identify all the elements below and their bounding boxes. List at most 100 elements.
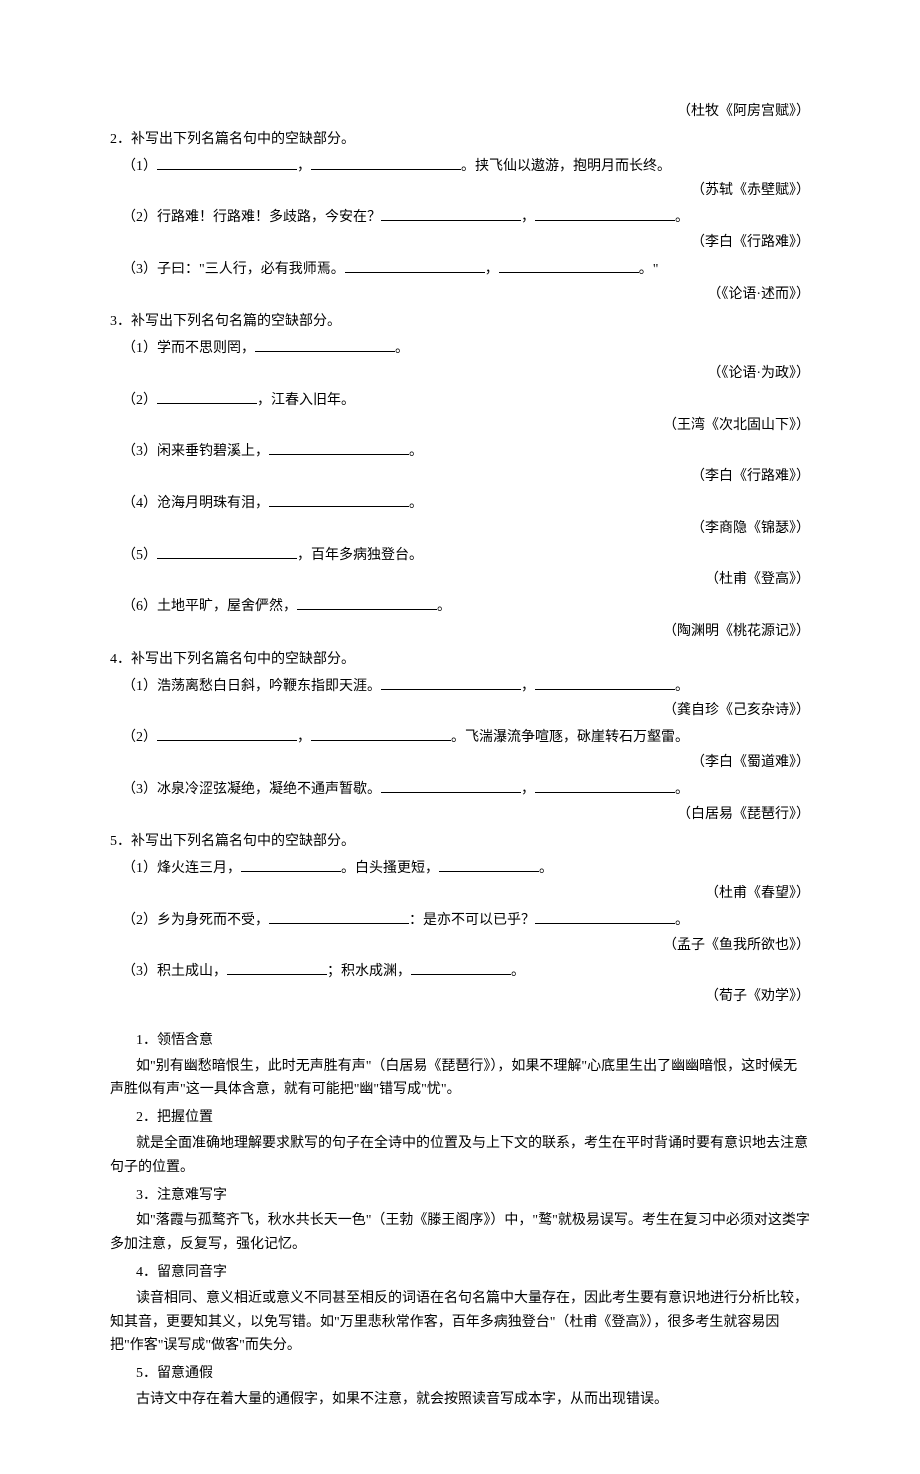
tip2-title: 2．把握位置 xyxy=(110,1106,810,1130)
q5-item-2: （2）乡为身死而不受， ：是亦不可以已乎？ 。 xyxy=(110,908,810,933)
q5-2-after: 。 xyxy=(675,913,689,928)
q5-item-1: （1）烽火连三月， 。白头搔更短， 。 xyxy=(110,856,810,881)
q3-3-prefix: （3）闲来垂钓碧溪上， xyxy=(122,444,269,459)
blank-icon xyxy=(381,777,521,793)
blank-icon xyxy=(227,959,327,975)
q4-1-prefix: （1）浩荡离愁白日斜，吟鞭东指即天涯。 xyxy=(122,679,381,694)
q3-5-after: ，百年多病独登台。 xyxy=(297,548,423,563)
blank-icon xyxy=(535,777,675,793)
q2-1-after: 。挟飞仙以遨游，抱明月而长终。 xyxy=(461,159,671,174)
blank-icon xyxy=(241,856,341,872)
q2-3-mid: ， xyxy=(485,262,499,277)
q3-4-after: 。 xyxy=(409,496,423,511)
blank-icon xyxy=(269,491,409,507)
blank-icon xyxy=(157,543,297,559)
q1-source: （杜牧《阿房宫赋》） xyxy=(110,100,810,124)
q2-3-after: 。" xyxy=(639,262,659,277)
blank-icon xyxy=(381,205,521,221)
blank-icon xyxy=(255,336,395,352)
q4-2-source: （李白《蜀道难》） xyxy=(110,751,810,775)
q3-item-1: （1）学而不思则罔， 。 xyxy=(110,336,810,361)
q2-item-3: （3）子曰："三人行，必有我师焉。 ， 。" xyxy=(110,257,810,282)
q4-item-1: （1）浩荡离愁白日斜，吟鞭东指即天涯。 ， 。 xyxy=(110,674,810,699)
q5-1-after: 。 xyxy=(539,861,553,876)
q3-2-prefix: （2） xyxy=(122,393,157,408)
q2-1-mid: ， xyxy=(297,159,311,174)
tip5-title: 5．留意通假 xyxy=(110,1362,810,1386)
tip4-title: 4．留意同音字 xyxy=(110,1261,810,1285)
q3-2-source: （王湾《次北固山下》） xyxy=(110,414,810,438)
q3-1-after: 。 xyxy=(395,341,409,356)
q3-6-prefix: （6）土地平旷，屋舍俨然， xyxy=(122,599,297,614)
q5-3-prefix: （3）积土成山， xyxy=(122,964,227,979)
q2-item-2: （2）行路难！行路难！多歧路，今安在？ ， 。 xyxy=(110,205,810,230)
blank-icon xyxy=(535,674,675,690)
q2-2-after: 。 xyxy=(675,210,689,225)
q5-1-prefix: （1）烽火连三月， xyxy=(122,861,241,876)
blank-icon xyxy=(535,205,675,221)
q3-item-4: （4）沧海月明珠有泪，。 xyxy=(110,491,810,516)
q3-item-5: （5） ，百年多病独登台。 xyxy=(110,543,810,568)
q3-item-2: （2） ，江春入旧年。 xyxy=(110,388,810,413)
q2-1-source: （苏轼《赤壁赋》） xyxy=(110,179,810,203)
q4-3-source: （白居易《琵琶行》） xyxy=(110,803,810,827)
q4-1-source: （龚自珍《己亥杂诗》） xyxy=(110,699,810,723)
q4-2-prefix: （2） xyxy=(122,730,157,745)
tip4-text: 读音相同、意义相近或意义不同甚至相反的词语在名句名篇中大量存在，因此考生要有意识… xyxy=(110,1287,810,1358)
q4-2-after: 。飞湍瀑流争喧豗，砯崖转石万壑雷。 xyxy=(451,730,689,745)
q4-item-3: （3）冰泉冷涩弦凝绝，凝绝不通声暂歇。 ， 。 xyxy=(110,777,810,802)
blank-icon xyxy=(269,439,409,455)
q2-2-mid: ， xyxy=(521,210,535,225)
q3-1-source: （《论语·为政》） xyxy=(110,362,810,386)
q4-1-mid: ， xyxy=(521,679,535,694)
blank-icon xyxy=(439,856,539,872)
q3-header: 3．补写出下列名句名篇的空缺部分。 xyxy=(110,310,810,334)
tip1-text: 如"别有幽愁暗恨生，此时无声胜有声"（白居易《琵琶行》），如果不理解"心底里生出… xyxy=(110,1055,810,1103)
blank-icon xyxy=(157,154,297,170)
tip3-text: 如"落霞与孤鹜齐飞，秋水共长天一色"（王勃《滕王阁序》）中，"鹜"就极易误写。考… xyxy=(110,1209,810,1257)
q3-2-after: ，江春入旧年。 xyxy=(257,393,355,408)
q4-item-2: （2） ， 。飞湍瀑流争喧豗，砯崖转石万壑雷。 xyxy=(110,725,810,750)
q5-2-source: （孟子《鱼我所欲也》） xyxy=(110,934,810,958)
q4-3-after: 。 xyxy=(675,782,689,797)
q3-item-3: （3）闲来垂钓碧溪上， 。 xyxy=(110,439,810,464)
q5-header: 5．补写出下列名篇名句中的空缺部分。 xyxy=(110,830,810,854)
q5-2-mid: ：是亦不可以已乎？ xyxy=(409,913,535,928)
q2-1-prefix: （1） xyxy=(122,159,157,174)
tip2-text: 就是全面准确地理解要求默写的句子在全诗中的位置及与上下文的联系，考生在平时背诵时… xyxy=(110,1132,810,1180)
q3-5-prefix: （5） xyxy=(122,548,157,563)
q5-3-mid: ；积水成渊， xyxy=(327,964,411,979)
q2-2-prefix: （2）行路难！行路难！多歧路，今安在？ xyxy=(122,210,381,225)
q3-1-prefix: （1）学而不思则罔， xyxy=(122,341,255,356)
q4-3-mid: ， xyxy=(521,782,535,797)
q3-3-source: （李白《行路难》） xyxy=(110,465,810,489)
q5-1-source: （杜甫《春望》） xyxy=(110,882,810,906)
q3-4-source: （李商隐《锦瑟》） xyxy=(110,517,810,541)
q5-3-after: 。 xyxy=(511,964,525,979)
q2-2-source: （李白《行路难》） xyxy=(110,231,810,255)
tip3-title: 3．注意难写字 xyxy=(110,1184,810,1208)
q5-item-3: （3）积土成山， ；积水成渊， 。 xyxy=(110,959,810,984)
blank-icon xyxy=(381,674,521,690)
q2-3-source: （《论语·述而》） xyxy=(110,283,810,307)
q5-2-prefix: （2）乡为身死而不受， xyxy=(122,913,269,928)
q3-5-source: （杜甫《登高》） xyxy=(110,568,810,592)
q3-6-source: （陶渊明《桃花源记》） xyxy=(110,620,810,644)
q4-2-mid: ， xyxy=(297,730,311,745)
blank-icon xyxy=(269,908,409,924)
q2-3-prefix: （3）子曰："三人行，必有我师焉。 xyxy=(122,262,345,277)
q4-1-after: 。 xyxy=(675,679,689,694)
q5-3-source: （荀子《劝学》） xyxy=(110,985,810,1009)
q3-6-after: 。 xyxy=(437,599,451,614)
tip1-title: 1．领悟含意 xyxy=(110,1029,810,1053)
tip5-text: 古诗文中存在着大量的通假字，如果不注意，就会按照读音写成本字，从而出现错误。 xyxy=(110,1388,810,1412)
blank-icon xyxy=(535,908,675,924)
blank-icon xyxy=(157,388,257,404)
blank-icon xyxy=(345,257,485,273)
q3-3-after: 。 xyxy=(409,444,423,459)
blank-icon xyxy=(311,725,451,741)
blank-icon xyxy=(297,594,437,610)
q2-item-1: （1） ， 。挟飞仙以遨游，抱明月而长终。 xyxy=(110,154,810,179)
q4-3-prefix: （3）冰泉冷涩弦凝绝，凝绝不通声暂歇。 xyxy=(122,782,381,797)
q5-1-mid: 。白头搔更短， xyxy=(341,861,439,876)
